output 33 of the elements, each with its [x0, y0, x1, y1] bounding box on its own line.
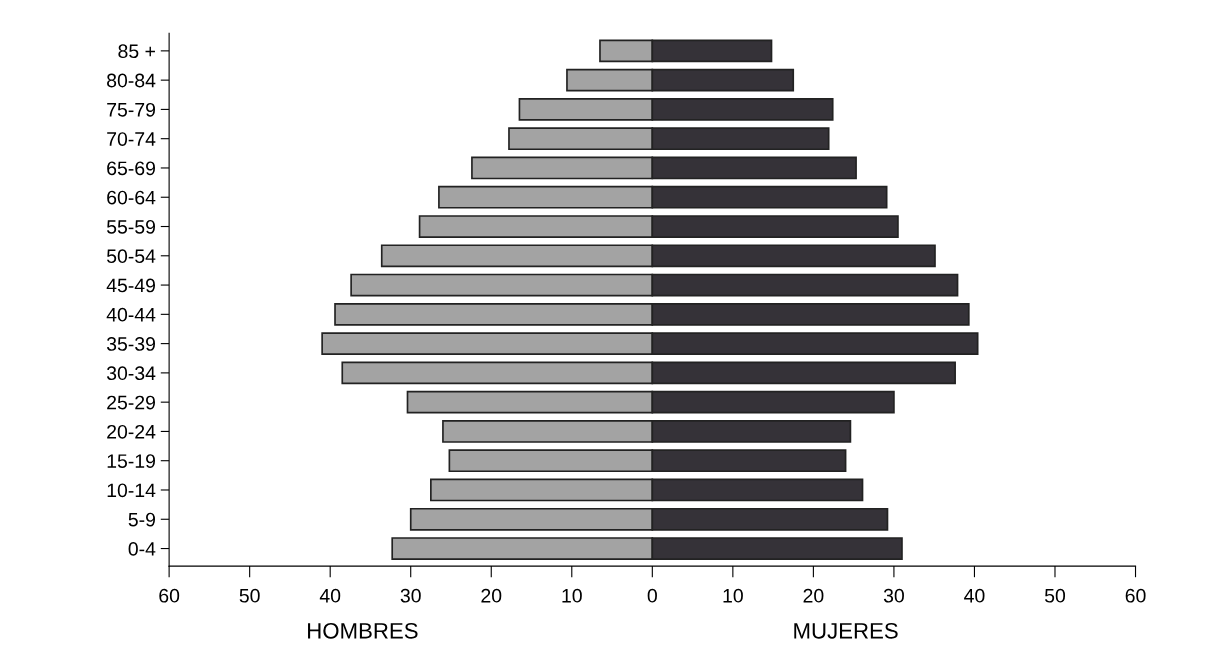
y-tick-label: 0-4: [128, 542, 156, 556]
y-tick-label: 75-79: [107, 102, 156, 117]
y-tick-label: 30-34: [106, 366, 156, 381]
y-tick-label: 85 +: [118, 44, 155, 59]
y-tick-label: 60-64: [107, 190, 156, 205]
y-tick-label: 55-59: [106, 219, 156, 234]
x-tick-label: 10: [562, 588, 582, 603]
text: MUJERES: [794, 622, 898, 639]
y-tick-label: 40-44: [106, 307, 156, 322]
y-tick-label: 20-24: [107, 424, 156, 439]
x-tick-label: 20: [481, 588, 502, 603]
x-tick-label: 30: [400, 588, 421, 603]
x-tick-label: 50: [1044, 588, 1066, 603]
y-tick-label: 15-19: [107, 454, 156, 468]
y-tick-label: 35-39: [106, 337, 156, 351]
y-tick-label: 50-54: [106, 249, 156, 264]
x-tick-label: 30: [883, 588, 904, 603]
y-tick-label: 70-74: [107, 132, 156, 146]
y-tick-label: 25-29: [107, 395, 156, 410]
x-tick-label: 40: [319, 588, 341, 603]
x-tick-label: 60: [1125, 588, 1146, 603]
x-tick-label: 40: [964, 588, 985, 603]
x-tick-label: 60: [159, 588, 180, 603]
y-tick-label: 45-49: [106, 278, 156, 293]
y-tick-label: 65-69: [107, 161, 156, 176]
x-tick-label: 50: [239, 588, 260, 603]
y-tick-label: 5-9: [128, 512, 156, 527]
x-tick-label: 20: [803, 588, 824, 603]
x-tick-label: 0: [647, 588, 657, 603]
y-tick-label: 80-84: [107, 73, 156, 88]
text: HOMBRES: [308, 622, 418, 639]
x-tick-label: 10: [723, 588, 743, 603]
y-tick-label: 10-14: [107, 483, 156, 498]
